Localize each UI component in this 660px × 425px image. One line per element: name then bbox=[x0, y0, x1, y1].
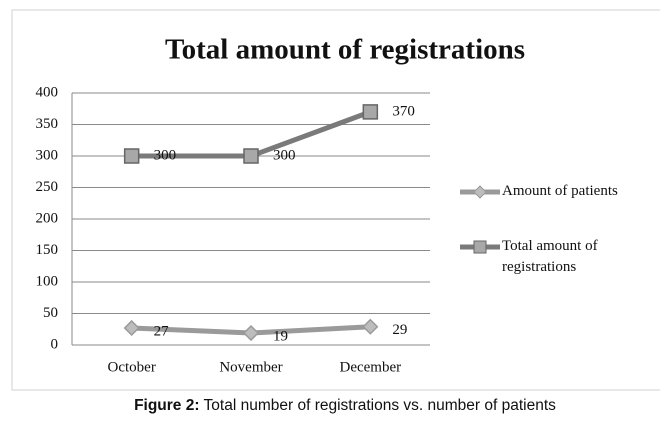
x-tick-label: December bbox=[340, 359, 402, 375]
data-label: 29 bbox=[392, 322, 407, 338]
chart-title: Total amount of registrations bbox=[165, 34, 525, 66]
y-tick-label: 350 bbox=[36, 116, 59, 132]
legend-label: Total amount of registrations bbox=[502, 238, 598, 275]
marker bbox=[362, 318, 379, 335]
y-tick-label: 0 bbox=[51, 336, 59, 352]
marker bbox=[362, 104, 379, 120]
legend-label: Amount of patients bbox=[502, 183, 618, 199]
y-tick-label: 400 bbox=[36, 84, 59, 100]
marker bbox=[243, 148, 259, 164]
data-label: 370 bbox=[392, 103, 415, 119]
data-label: 27 bbox=[154, 323, 170, 339]
x-tick-label: October bbox=[108, 359, 156, 375]
marker bbox=[242, 324, 260, 342]
chart-frame bbox=[11, 9, 660, 391]
y-tick-label: 250 bbox=[36, 179, 59, 195]
legend-marker bbox=[473, 185, 487, 199]
y-tick-label: 300 bbox=[36, 147, 59, 163]
data-label: 300 bbox=[273, 147, 296, 163]
data-label: 300 bbox=[154, 147, 177, 163]
marker bbox=[123, 319, 140, 337]
y-tick-label: 200 bbox=[36, 210, 59, 226]
marker bbox=[123, 148, 140, 164]
caption-label: Figure 2: bbox=[134, 397, 200, 414]
y-tick-label: 100 bbox=[36, 273, 59, 289]
data-label: 19 bbox=[273, 328, 288, 344]
caption-text: Total number of registrations vs. number… bbox=[203, 397, 556, 414]
y-tick-label: 150 bbox=[36, 242, 59, 258]
legend-marker bbox=[473, 240, 487, 254]
x-tick-label: November bbox=[219, 359, 282, 375]
caption: Figure 2: Total number of registrations … bbox=[0, 397, 660, 415]
y-tick-label: 50 bbox=[43, 305, 58, 321]
